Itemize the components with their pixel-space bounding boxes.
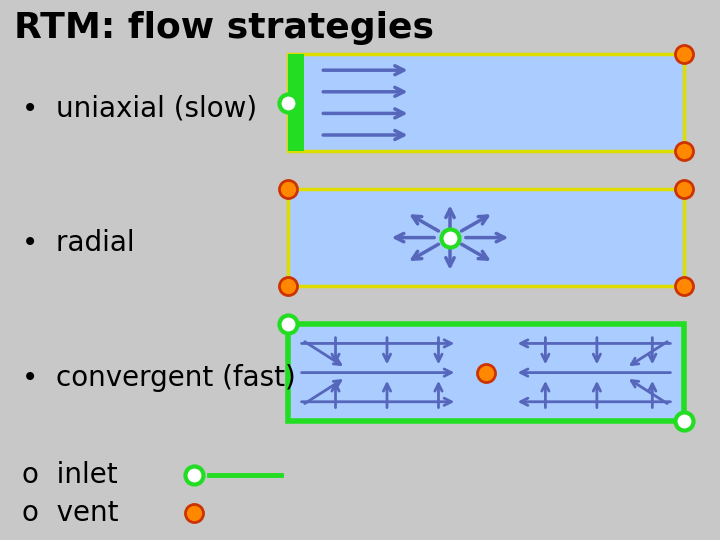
Text: •  convergent (fast): • convergent (fast) [22,364,295,392]
Bar [288,189,684,286]
Bar [288,54,304,151]
Bar [288,324,684,421]
Text: •  radial: • radial [22,229,134,257]
Text: RTM: flow strategies: RTM: flow strategies [14,11,434,45]
Text: •  uniaxial (slow): • uniaxial (slow) [22,94,257,122]
Bar [288,54,684,151]
Text: o  inlet: o inlet [22,461,117,489]
Text: o  vent: o vent [22,499,118,527]
